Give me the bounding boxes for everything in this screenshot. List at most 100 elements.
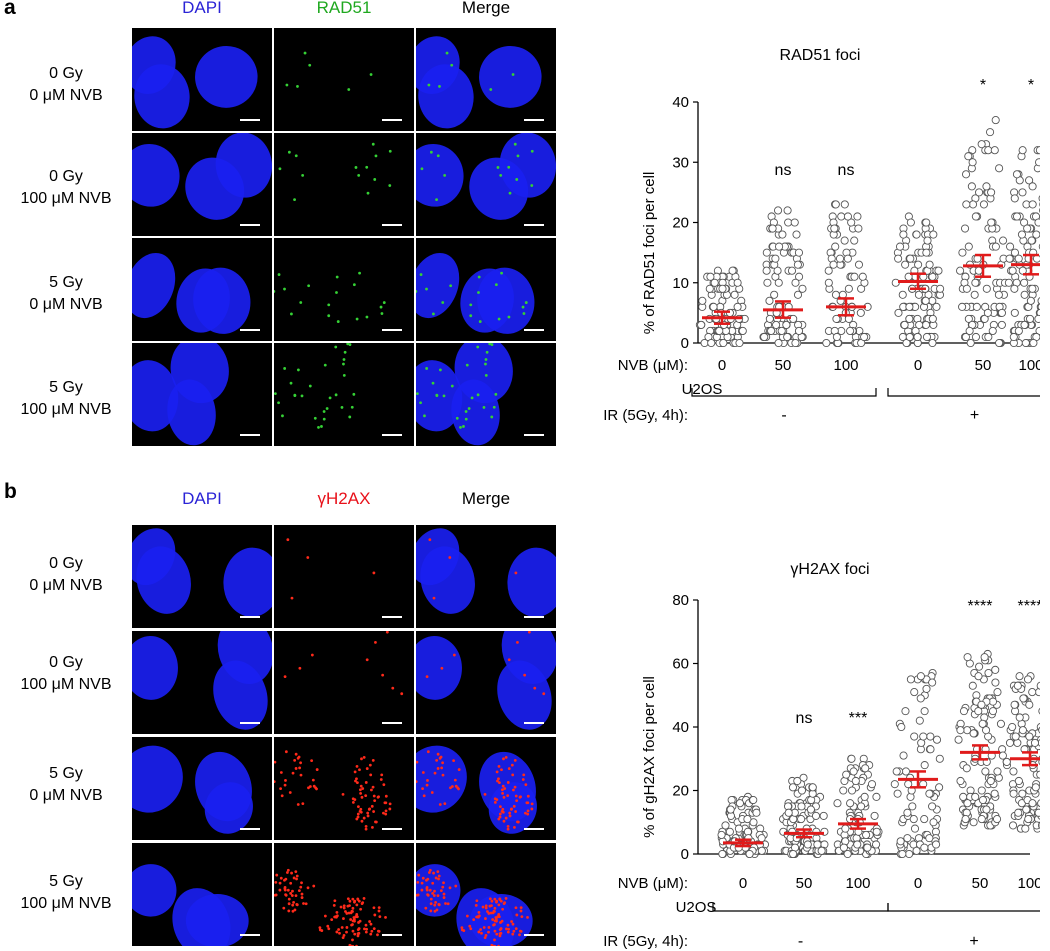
focus-dot: [496, 779, 499, 783]
x-category-label: 100: [845, 875, 870, 892]
focus-dot: [516, 154, 520, 158]
data-point: [860, 332, 869, 342]
focus-dot: [442, 896, 446, 899]
group-bracket: [887, 903, 1040, 912]
focus-dot: [468, 924, 472, 928]
focus-dot: [366, 191, 370, 195]
micrograph-foci: [274, 28, 414, 131]
focus-dot: [317, 426, 320, 429]
focus-dot: [513, 825, 516, 829]
focus-dot: [492, 909, 496, 913]
data-point: [840, 200, 849, 209]
focus-dot: [501, 784, 505, 788]
data-point: [1009, 767, 1018, 776]
data-point: [870, 811, 879, 820]
focus-dot: [294, 154, 298, 158]
focus-dot: [296, 803, 300, 806]
data-point: [857, 284, 866, 293]
data-point: [1006, 242, 1015, 251]
focus-dot: [360, 795, 364, 799]
focus-dot: [493, 919, 497, 923]
nucleus: [132, 143, 180, 207]
focus-dot: [355, 817, 359, 821]
row-label-a-1: 0 Gy 0 μM NVB: [29, 65, 103, 104]
data-point: [734, 824, 743, 833]
focus-dot: [421, 876, 425, 880]
data-point: [896, 837, 905, 846]
focus-dot: [384, 915, 387, 919]
focus-dot: [347, 911, 351, 915]
focus-dot: [433, 771, 437, 775]
y-tick-label: 60: [672, 656, 689, 673]
ir-group-label: +: [969, 933, 978, 950]
focus-dot: [290, 871, 293, 875]
data-point: [974, 266, 983, 275]
data-point: [1036, 770, 1040, 779]
data-point: [1038, 195, 1040, 202]
focus-dot: [496, 166, 500, 169]
focus-dot: [416, 780, 418, 784]
focus-dot: [432, 596, 436, 600]
focus-dot: [506, 930, 510, 934]
focus-dot: [298, 666, 302, 670]
focus-dot: [277, 273, 281, 276]
focus-dot: [456, 786, 460, 790]
data-point: [1032, 821, 1040, 830]
x-category-label: 100: [1018, 357, 1040, 374]
focus-dot: [388, 184, 392, 187]
focus-dot: [484, 362, 487, 366]
data-point: [850, 236, 859, 245]
ir-row-label: IR (5Gy, 4h):: [603, 933, 688, 950]
focus-dot: [311, 778, 315, 782]
data-point: [1032, 230, 1040, 239]
focus-dot: [497, 903, 501, 907]
data-point: [738, 326, 747, 336]
focus-dot: [274, 780, 276, 784]
data-point: [733, 302, 742, 311]
micrograph-merge: [416, 737, 556, 840]
focus-dot: [338, 931, 341, 935]
scale-bar: [524, 119, 544, 121]
focus-dot: [428, 538, 432, 542]
data-point: [919, 732, 928, 741]
focus-dot: [484, 917, 487, 920]
focus-dot: [296, 85, 299, 88]
data-point: [784, 808, 793, 817]
focus-dot: [507, 315, 511, 319]
data-point: [981, 767, 990, 776]
scale-bar: [240, 224, 260, 226]
focus-dot: [342, 362, 345, 366]
focus-dot: [384, 812, 388, 816]
data-point: [909, 815, 918, 824]
focus-dot: [426, 750, 430, 754]
data-point: [1034, 808, 1040, 817]
focus-dot: [382, 783, 386, 787]
focus-dot: [292, 900, 296, 904]
channel-label-merge-a: Merge: [461, 0, 511, 17]
focus-dot: [362, 755, 366, 759]
focus-dot: [498, 934, 502, 938]
focus-dot: [515, 913, 519, 917]
focus-dot: [511, 922, 515, 926]
focus-dot: [497, 764, 501, 768]
focus-dot: [301, 174, 305, 177]
data-point: [936, 284, 945, 293]
focus-dot: [283, 675, 287, 679]
data-point: [920, 815, 929, 824]
group-bracket: [691, 388, 877, 397]
focus-dot: [378, 915, 382, 918]
data-point: [824, 278, 833, 287]
focus-dot: [388, 149, 392, 153]
focus-dot: [425, 783, 429, 787]
focus-dot: [506, 794, 510, 798]
focus-dot: [477, 275, 481, 279]
nucleus: [185, 894, 249, 946]
data-point: [797, 815, 806, 824]
focus-dot: [416, 893, 419, 897]
data-point: [719, 338, 728, 348]
focus-dot: [490, 415, 494, 419]
data-point: [990, 146, 999, 155]
data-point: [710, 278, 719, 287]
data-point: [908, 802, 917, 811]
data-point: [837, 212, 846, 221]
